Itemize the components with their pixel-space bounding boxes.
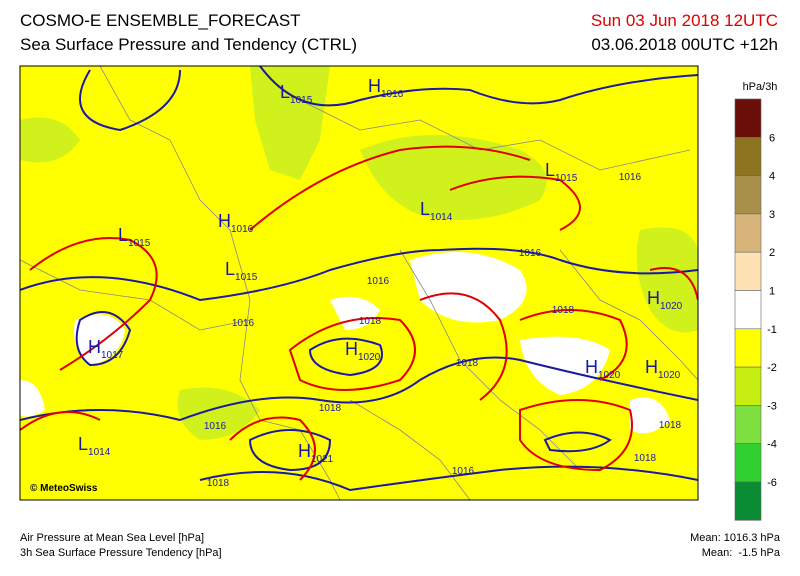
center-letter: H bbox=[88, 337, 101, 357]
legend-swatch bbox=[734, 290, 762, 330]
pressure-center: H1020 bbox=[647, 288, 683, 312]
pressure-center: H1016 bbox=[368, 76, 404, 100]
title: COSMO-E ENSEMBLE_FORECAST bbox=[20, 11, 301, 30]
map-frame bbox=[19, 65, 699, 501]
legend-label: -4 bbox=[767, 439, 777, 451]
run-info: 03.06.2018 00UTC +12h bbox=[591, 35, 778, 54]
center-value: 1017 bbox=[101, 350, 124, 361]
legend-swatch bbox=[734, 443, 762, 483]
center-value: 1014 bbox=[88, 447, 111, 458]
legend-label: 3 bbox=[769, 209, 775, 221]
legend-label: -6 bbox=[767, 477, 777, 489]
pressure-center: H1021 bbox=[298, 441, 334, 465]
isobar-label: 1016 bbox=[452, 466, 475, 477]
pressure-centers: L1015H1016L1015L1015H1016L1014L1015H1017… bbox=[78, 76, 683, 465]
isobar-label: 1018 bbox=[552, 305, 575, 316]
center-value: 1015 bbox=[128, 238, 151, 249]
center-letter: H bbox=[298, 441, 311, 461]
legend-swatch bbox=[734, 175, 762, 215]
pressure-center: H1020 bbox=[585, 357, 621, 381]
pressure-center: L1014 bbox=[420, 199, 453, 223]
subtitle: Sea Surface Pressure and Tendency (CTRL) bbox=[20, 35, 357, 54]
pressure-center: H1016 bbox=[218, 211, 254, 235]
isobar-label: 1018 bbox=[456, 358, 479, 369]
isobar-label: 1018 bbox=[659, 420, 682, 431]
center-value: 1021 bbox=[311, 454, 334, 465]
pressure-center: L1015 bbox=[280, 82, 313, 106]
isobar-label: 1016 bbox=[232, 318, 255, 329]
isobar-label: 1018 bbox=[359, 316, 382, 327]
center-letter: H bbox=[645, 357, 658, 377]
valid-time: Sun 03 Jun 2018 12UTC bbox=[591, 11, 778, 30]
center-letter: L bbox=[118, 225, 128, 245]
legend-swatch bbox=[734, 328, 762, 368]
center-value: 1020 bbox=[358, 352, 381, 363]
copyright: © MeteoSwiss bbox=[30, 483, 98, 494]
isobar-label: 1016 bbox=[367, 276, 390, 287]
center-value: 1020 bbox=[660, 301, 683, 312]
isobar-label: 1018 bbox=[207, 478, 230, 489]
legend: 6 4 3 2 1 -1 -2 -3 -4 -6 bbox=[734, 98, 777, 521]
legend-swatch bbox=[734, 213, 762, 253]
center-value: 1020 bbox=[658, 370, 681, 381]
center-letter: L bbox=[225, 259, 235, 279]
legend-swatch bbox=[734, 251, 762, 291]
center-letter: L bbox=[420, 199, 430, 219]
center-letter: H bbox=[585, 357, 598, 377]
legend-label: 2 bbox=[769, 247, 775, 259]
legend-swatch bbox=[734, 137, 762, 176]
center-value: 1020 bbox=[598, 370, 621, 381]
pressure-center: L1014 bbox=[78, 434, 111, 458]
pressure-center: H1017 bbox=[88, 337, 124, 361]
center-letter: H bbox=[647, 288, 660, 308]
center-letter: H bbox=[218, 211, 231, 231]
center-letter: L bbox=[78, 434, 88, 454]
center-letter: H bbox=[368, 76, 381, 96]
center-value: 1015 bbox=[235, 272, 258, 283]
legend-label: 4 bbox=[769, 171, 775, 183]
pressure-center: L1015 bbox=[118, 225, 151, 249]
isobar-label: 1018 bbox=[319, 403, 342, 414]
pressure-center: H1020 bbox=[345, 339, 381, 363]
legend-swatch bbox=[734, 481, 762, 521]
isobar-label: 1016 bbox=[619, 172, 642, 183]
legend-swatch bbox=[734, 98, 762, 138]
legend-label: -3 bbox=[767, 400, 777, 412]
map: L1015H1016L1015L1015H1016L1014L1015H1017… bbox=[19, 65, 699, 501]
footer-right: Mean: -1.5 hPa bbox=[702, 547, 781, 559]
legend-unit: hPa/3h bbox=[743, 81, 778, 93]
legend-label: 6 bbox=[769, 132, 775, 144]
isobar-label: 1016 bbox=[519, 248, 542, 259]
center-letter: H bbox=[345, 339, 358, 359]
isobar-label: 1018 bbox=[634, 453, 657, 464]
center-value: 1015 bbox=[290, 95, 313, 106]
center-value: 1014 bbox=[430, 212, 453, 223]
center-value: 1016 bbox=[231, 224, 254, 235]
footer-right: Mean: 1016.3 hPa bbox=[690, 532, 781, 544]
legend-label: -2 bbox=[767, 362, 777, 374]
isobar-labels: 1016 1016 1016 1016 1018 1018 1018 1018 1016 1018… bbox=[204, 172, 682, 489]
tendency-green bbox=[20, 66, 698, 440]
center-letter: L bbox=[545, 160, 555, 180]
footer-left: 3h Sea Surface Pressure Tendency [hPa] bbox=[20, 547, 222, 559]
pressure-center: H1020 bbox=[645, 357, 681, 381]
legend-swatch bbox=[734, 405, 762, 444]
map-background bbox=[20, 66, 698, 500]
pressure-center: L1015 bbox=[225, 259, 258, 283]
legend-swatch bbox=[734, 366, 762, 406]
tendency-contours bbox=[20, 145, 698, 481]
legend-label: 1 bbox=[769, 286, 775, 298]
footer-left: Air Pressure at Mean Sea Level [hPa] bbox=[20, 532, 204, 544]
legend-label: -1 bbox=[767, 324, 777, 336]
center-letter: L bbox=[280, 82, 290, 102]
center-value: 1015 bbox=[555, 173, 578, 184]
isobar-label: 1016 bbox=[204, 421, 227, 432]
center-value: 1016 bbox=[381, 89, 404, 100]
pressure-center: L1015 bbox=[545, 160, 578, 184]
